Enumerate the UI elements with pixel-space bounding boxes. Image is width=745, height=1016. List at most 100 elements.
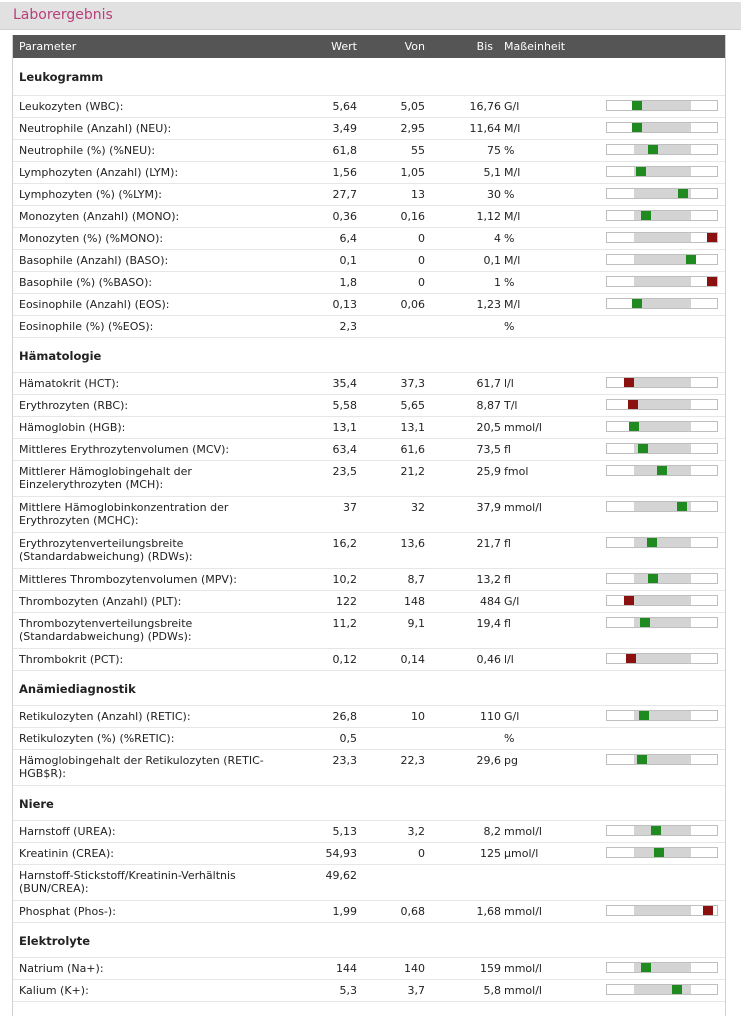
lab-results-table: Parameter Wert Von Bis Maßeinheit Leukog… [12,35,726,1016]
parameter-name: Lymphozyten (%) (%LYM): [19,188,163,201]
range-gauge [606,377,718,388]
value-cell: 16,2 [332,537,358,550]
reference-range-bar [634,378,691,387]
range-from-cell: 13 [411,188,425,201]
unit-cell: mmol/l [504,501,542,514]
range-from-cell: 21,2 [400,465,426,478]
reference-range-bar [634,145,691,154]
unit-cell: l/l [504,377,514,390]
parameter-name: Kreatinin (CREA): [19,847,114,860]
unit-cell: % [504,144,515,157]
result-marker [648,145,659,154]
range-gauge [606,166,718,177]
result-marker [627,400,638,409]
range-gauge [606,573,718,584]
range-from-cell: 0,16 [400,210,426,223]
reference-range-bar [634,906,691,915]
result-marker [677,502,688,511]
range-gauge [606,465,718,476]
value-cell: 0,13 [332,298,358,311]
range-to-cell: 4 [494,232,501,245]
unit-cell: fl [504,573,511,586]
unit-cell: % [504,276,515,289]
value-cell: 1,56 [332,166,358,179]
header-von: Von [404,40,425,53]
result-marker [651,826,662,835]
range-gauge [606,232,718,243]
result-marker [707,277,717,286]
range-from-cell: 0,14 [400,653,426,666]
reference-range-bar [634,255,691,264]
range-to-cell: 1,23 [476,298,502,311]
table-header: Parameter Wert Von Bis Maßeinheit [13,35,725,58]
table-row: Eosinophile (Anzahl) (EOS): 0,13 0,06 1,23 M… [13,294,725,316]
range-gauge [606,962,718,973]
result-marker [654,848,665,857]
result-marker [624,378,635,387]
table-row: Harnstoff (UREA): 5,13 3,2 8,2 mmol/l [13,821,725,843]
range-gauge [606,653,718,664]
reference-range-bar [634,963,691,972]
unit-cell: fl [504,443,511,456]
unit-cell: fl [504,617,511,630]
result-marker [640,618,651,627]
header-parameter: Parameter [19,40,77,53]
unit-cell: G/l [504,595,520,608]
range-from-cell: 8,7 [407,573,426,586]
value-cell: 49,62 [325,869,358,882]
result-marker [656,466,667,475]
range-to-cell: 125 [480,847,501,860]
table-row: Hämoglobin (HGB): 13,1 13,1 20,5 mmol/l [13,417,725,439]
result-marker [703,906,714,915]
table-row: Thrombozyten (Anzahl) (PLT): 122 148 484 G/l [13,591,725,613]
table-row: Mittleres Thrombozytenvolumen (MPV): 10,2… [13,569,725,591]
section-heading: Anämiediagnostik [13,671,725,706]
parameter-name: Monozyten (%) (%MONO): [19,232,164,245]
table-row: Leukozyten (WBC): 5,64 5,05 16,76 G/l [13,96,725,118]
range-from-cell: 13,6 [400,537,426,550]
range-to-cell: 29,6 [476,754,502,767]
result-marker [631,101,642,110]
table-row: Thrombokrit (PCT): 0,12 0,14 0,46 l/l [13,649,725,671]
value-cell: 5,13 [332,825,358,838]
table-row: Hämoglobingehalt der Retikulozyten (RETI… [13,750,725,786]
parameter-name: Retikulozyten (%) (%RETIC): [19,732,175,745]
parameter-name: Hämoglobingehalt der Retikulozyten (RETI… [19,754,264,780]
parameter-name: Mittleres Thrombozytenvolumen (MPV): [19,573,237,586]
result-marker [640,211,651,220]
table-row: Harnstoff-Stickstoff/Kreatinin-Verhältni… [13,865,725,901]
result-marker [638,711,649,720]
range-to-cell: 16,76 [469,100,502,113]
header-bis: Bis [476,40,493,53]
range-to-cell: 11,64 [469,122,502,135]
range-from-cell: 148 [404,595,425,608]
reference-range-bar [634,211,691,220]
range-from-cell: 0 [418,847,425,860]
table-body: Leukogramm Leukozyten (WBC): 5,64 5,05 16,76… [13,58,725,1002]
parameter-name: Natrium (Na+): [19,962,104,975]
range-gauge [606,100,718,111]
unit-cell: % [504,232,515,245]
table-row: Lymphozyten (Anzahl) (LYM): 1,56 1,05 5,1 M/… [13,162,725,184]
parameter-name: Neutrophile (Anzahl) (NEU): [19,122,172,135]
parameter-name: Retikulozyten (Anzahl) (RETIC): [19,710,191,723]
table-row: Retikulozyten (%) (%RETIC): 0,5% [13,728,725,750]
result-marker [637,444,648,453]
value-cell: 23,3 [332,754,358,767]
unit-cell: mmol/l [504,421,542,434]
reference-range-bar [634,538,691,547]
page-title-bar: Laborergebnis [0,2,741,30]
table-row: Thrombozytenverteilungsbreite (Standarda… [13,613,725,649]
parameter-name: Leukozyten (WBC): [19,100,124,113]
range-gauge [606,144,718,155]
table-row: Erythrozyten (RBC): 5,58 5,65 8,87 T/l [13,395,725,417]
reference-range-bar [634,233,691,242]
parameter-name: Eosinophile (Anzahl) (EOS): [19,298,170,311]
parameter-name: Hämoglobin (HGB): [19,421,126,434]
page-title: Laborergebnis [13,7,113,23]
reference-range-bar [634,654,691,663]
range-to-cell: 8,2 [483,825,502,838]
result-marker [672,985,683,994]
range-from-cell: 3,7 [407,984,426,997]
range-to-cell: 19,4 [476,617,502,630]
